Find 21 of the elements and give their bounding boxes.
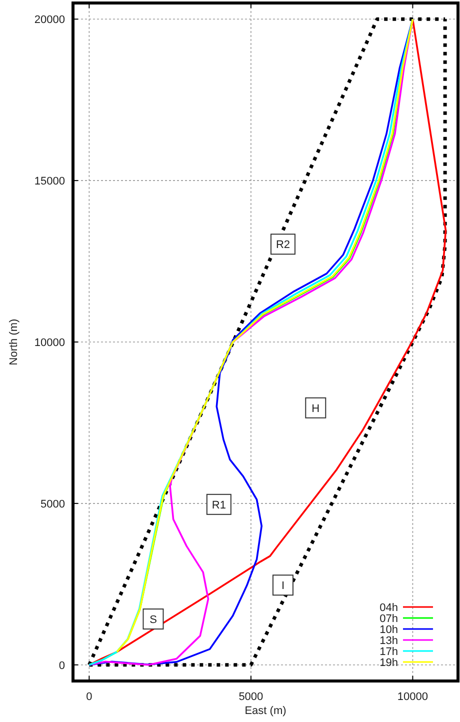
x-tick-label: 10000 bbox=[397, 691, 428, 703]
y-tick-label: 10000 bbox=[34, 337, 65, 349]
annotation: R2 bbox=[276, 239, 290, 252]
legend-label: 04h bbox=[380, 602, 398, 614]
x-axis-title: East (m) bbox=[244, 705, 286, 717]
annotation: I bbox=[281, 580, 284, 592]
y-tick-label: 5000 bbox=[40, 498, 65, 510]
legend-label: 17h bbox=[380, 646, 398, 658]
annotation: H bbox=[312, 402, 320, 415]
legend-label: 07h bbox=[380, 613, 398, 625]
y-axis-title: North (m) bbox=[8, 318, 20, 366]
x-tick-label: 0 bbox=[86, 691, 92, 703]
legend-label: 10h bbox=[380, 624, 398, 636]
legend-label: 13h bbox=[380, 635, 398, 647]
legend-label: 19h bbox=[380, 657, 398, 669]
annotation: R1 bbox=[212, 499, 226, 512]
x-tick-label: 5000 bbox=[238, 691, 264, 703]
y-tick-label: 20000 bbox=[34, 14, 65, 26]
annotation: S bbox=[150, 614, 157, 626]
y-tick-label: 15000 bbox=[34, 176, 65, 188]
y-tick-label: 0 bbox=[58, 660, 65, 672]
